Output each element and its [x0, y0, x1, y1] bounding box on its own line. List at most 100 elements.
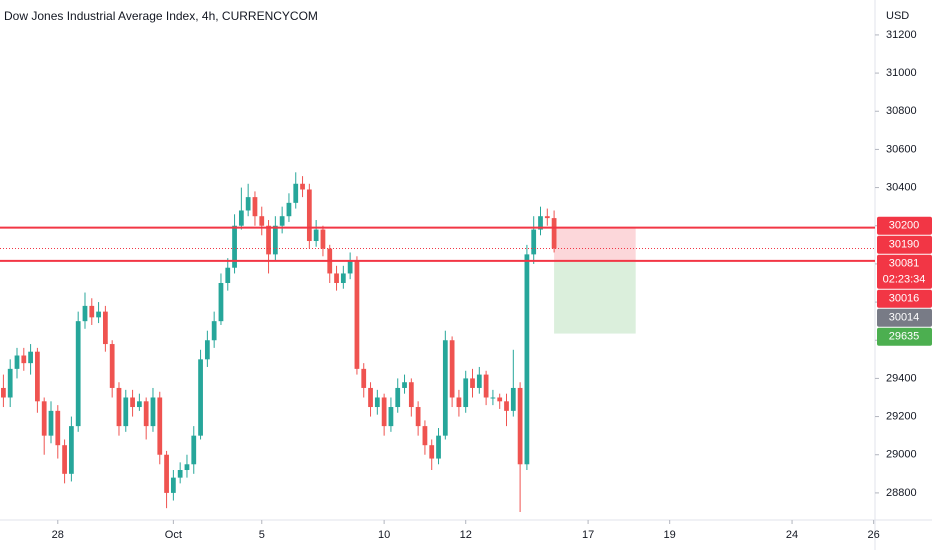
candle-body — [395, 387, 401, 408]
candle-body — [266, 225, 271, 255]
candle-body — [490, 397, 496, 399]
price-tag-label: 29635 — [889, 331, 920, 343]
candle-body — [150, 397, 156, 427]
y-tick-label: 30600 — [886, 143, 917, 155]
price-tag — [877, 308, 932, 327]
target-zone — [554, 260, 636, 334]
candle-body — [340, 273, 346, 283]
candle-body — [89, 305, 95, 318]
candle-body — [136, 401, 142, 408]
candle-body — [381, 397, 387, 427]
candle-body — [75, 321, 81, 427]
candle-body — [510, 387, 516, 411]
candle-body — [245, 197, 251, 211]
candle-body — [361, 368, 367, 388]
candle-body — [116, 387, 122, 427]
x-tick-label: 19 — [664, 529, 676, 541]
x-tick-label: 26 — [868, 529, 880, 541]
candle-body — [35, 351, 40, 402]
candle-body — [62, 445, 67, 474]
candle-body — [436, 435, 441, 459]
candle-body — [157, 397, 163, 455]
price-tag-label: 30014 — [889, 312, 920, 324]
price-tag-label: 30200 — [889, 220, 920, 232]
candle-body — [1, 387, 6, 398]
candle-body — [204, 340, 210, 360]
candle-body — [123, 397, 129, 427]
candle-body — [415, 407, 421, 427]
price-tag — [877, 216, 932, 235]
y-tick-label: 28800 — [886, 487, 917, 499]
candle-body — [21, 355, 27, 364]
candle-body — [306, 189, 312, 242]
candle-body — [551, 218, 557, 249]
candle-body — [408, 382, 414, 408]
candle-body — [504, 401, 509, 411]
candle-body — [517, 387, 523, 465]
candle-body — [238, 210, 244, 226]
candle-body — [320, 229, 326, 249]
y-tick-label: 30800 — [886, 105, 917, 117]
candle-body — [7, 368, 13, 398]
chart-title: Dow Jones Industrial Average Index, 4h, … — [4, 9, 318, 23]
candle-body — [211, 321, 217, 341]
candle-body — [198, 359, 203, 436]
candle-body — [476, 374, 482, 388]
price-tag — [877, 327, 932, 346]
y-tick-label: 31000 — [886, 67, 917, 79]
candle-body — [191, 435, 197, 465]
candle-body — [456, 397, 462, 408]
currency-label: USD — [886, 10, 909, 22]
candle-body — [374, 397, 380, 408]
candle-body — [442, 340, 448, 436]
price-tag-label: 30016 — [889, 293, 920, 305]
candle-body — [347, 260, 353, 274]
candle-body — [170, 477, 176, 493]
x-tick-label: 24 — [786, 529, 798, 541]
candle-body — [143, 401, 149, 427]
candle-body — [177, 470, 183, 478]
candle-body — [524, 254, 530, 465]
candle-body — [538, 216, 543, 230]
price-tag — [877, 254, 932, 289]
candle-body — [109, 344, 115, 388]
candle-body — [544, 216, 550, 219]
candle-body — [354, 260, 360, 369]
candle-body — [368, 387, 373, 408]
y-tick-label: 29000 — [886, 449, 917, 461]
candle-body — [300, 183, 305, 190]
candle-body — [259, 216, 265, 226]
candle-body — [272, 225, 278, 255]
y-tick-label: 30400 — [886, 181, 917, 193]
candle-body — [293, 183, 299, 203]
candle-body — [69, 426, 74, 474]
x-tick-label: 17 — [582, 529, 594, 541]
y-tick-label: 29200 — [886, 410, 917, 422]
price-tag — [877, 289, 932, 308]
candle-body — [184, 464, 190, 471]
candle-body — [82, 305, 88, 322]
candle-body — [218, 282, 224, 322]
candle-body — [449, 340, 455, 398]
candle-body — [286, 202, 292, 217]
candle-body — [313, 229, 319, 242]
candle-body — [232, 225, 237, 268]
price-tag — [877, 235, 932, 254]
y-tick-label: 31200 — [886, 29, 917, 41]
candle-body — [429, 445, 435, 459]
candle-body — [463, 378, 469, 408]
candle-body — [55, 410, 61, 446]
price-tag-label: 30081 — [889, 258, 920, 270]
candle-body — [422, 426, 428, 446]
x-tick-label: Oct — [165, 529, 182, 541]
candle-body — [497, 397, 503, 402]
candle-body — [388, 407, 394, 427]
candle-body — [96, 311, 101, 318]
price-tag-countdown: 02:23:34 — [883, 274, 926, 286]
y-tick-label: 29400 — [886, 372, 917, 384]
x-tick-label: 10 — [378, 529, 390, 541]
candle-body — [164, 454, 169, 493]
candle-body — [470, 378, 475, 388]
